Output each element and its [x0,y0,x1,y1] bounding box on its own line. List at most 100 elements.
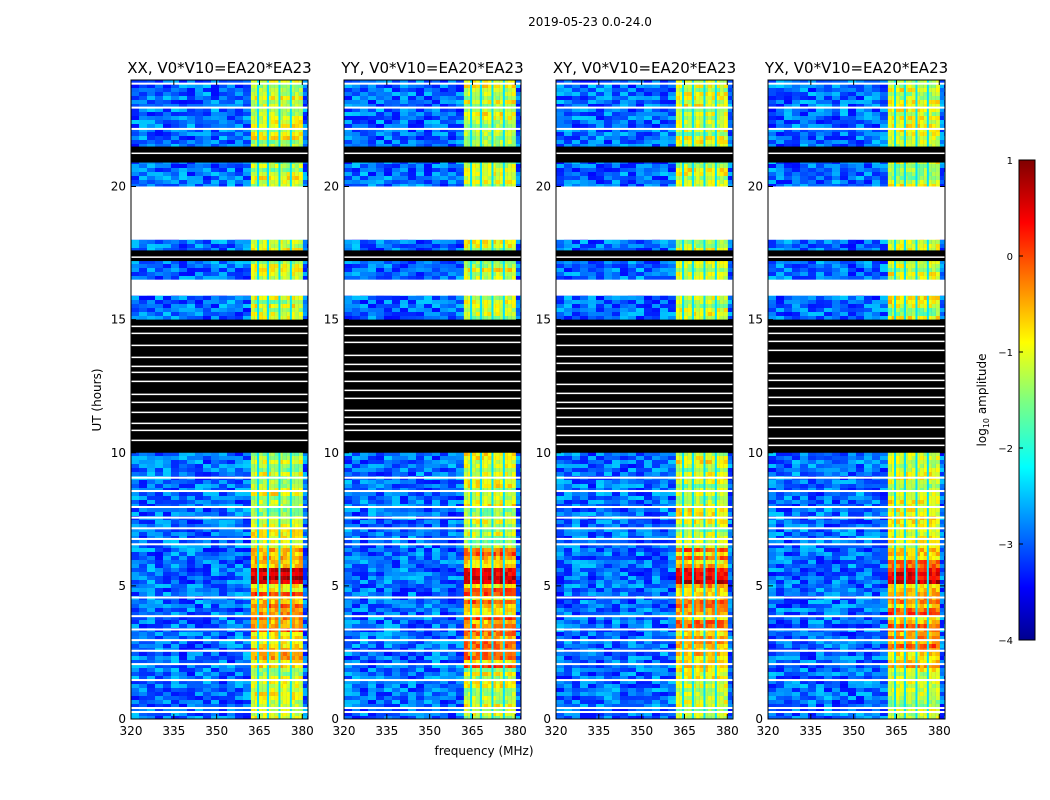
noise-cell [187,316,195,320]
noise-cell [299,568,307,572]
noise-cell [147,180,155,184]
rfi-cell [298,180,303,184]
rfi-cell [250,460,255,464]
noise-cell [235,656,243,660]
noise-cell [131,176,139,180]
rfi-cell [254,132,259,136]
noise-cell [243,132,251,136]
noise-cell [171,104,179,108]
rfi-cell [290,136,295,140]
rfi-cell [274,472,279,476]
noise-cell [139,268,147,272]
rfi-cell [298,276,303,280]
noise-cell [299,624,307,628]
noise-cell [299,496,307,500]
noise-cell [131,300,139,304]
noise-cell [187,692,195,696]
noise-cell [211,140,219,144]
rfi-cell [290,456,295,460]
noise-cell [187,276,195,280]
rfi-cell [258,88,263,92]
rfi-cell [250,308,255,312]
noise-cell [235,172,243,176]
noise-cell [235,168,243,172]
noise-cell [195,180,203,184]
noise-cell [179,104,187,108]
noise-cell [203,696,211,700]
noise-cell [171,496,179,500]
rfi-cell [250,132,255,136]
rfi-cell [294,316,299,320]
noise-cell [147,696,155,700]
rfi-cell [290,120,295,124]
noise-cell [211,124,219,128]
rfi-cell [262,140,267,144]
noise-cell [131,716,139,719]
noise-cell [243,180,251,184]
rfi-cell [290,140,295,144]
rfi-cell [250,264,255,268]
noise-cell [131,460,139,464]
noise-cell [243,88,251,92]
noise-cell [155,452,163,456]
rfi-cell [250,108,255,112]
rfi-cell [282,316,287,320]
noise-cell [235,672,243,676]
rfi-cell [290,240,295,244]
noise-cell [235,644,243,648]
noise-cell [155,552,163,556]
noise-cell [203,716,211,719]
rfi-cell [254,456,259,460]
noise-cell [131,588,139,592]
noise-cell [227,520,235,524]
noise-cell [163,500,171,504]
rfi-cell [298,80,303,84]
rfi-cell [290,128,295,132]
noise-cell [179,128,187,132]
noise-cell [147,300,155,304]
rfi-cell [250,84,255,88]
noise-cell [163,580,171,584]
rfi-cell [286,264,291,268]
noise-cell [131,120,139,124]
noise-cell [227,616,235,620]
rfi-cell [274,136,279,140]
noise-cell [163,108,171,112]
noise-cell [163,136,171,140]
noise-cell [227,716,235,719]
noise-cell [211,248,219,252]
rfi-cell [294,112,299,116]
noise-cell [155,604,163,608]
rfi-cell [254,136,259,140]
noise-cell [171,248,179,252]
rfi-cell [274,268,279,272]
rfi-cell [290,480,295,484]
rfi-cell [250,88,255,92]
rfi-cell [274,176,279,180]
noise-cell [171,640,179,644]
noise-cell [139,112,147,116]
noise-cell [171,300,179,304]
noise-cell [219,620,227,624]
noise-cell [131,600,139,604]
noise-cell [131,496,139,500]
noise-cell [179,564,187,568]
noise-cell [299,136,307,140]
noise-cell [227,652,235,656]
noise-cell [147,304,155,308]
noise-cell [299,600,307,604]
noise-cell [163,244,171,248]
rfi-cell [258,168,263,172]
noise-cell [243,540,251,544]
noise-cell [299,572,307,576]
noise-cell [235,692,243,696]
rfi-cell [286,260,291,264]
noise-cell [155,712,163,716]
rfi-cell [286,104,291,108]
noise-cell [131,684,139,688]
noise-cell [147,672,155,676]
noise-cell [203,132,211,136]
noise-cell [219,116,227,120]
rfi-cell [270,172,275,176]
rfi-cell [294,272,299,276]
